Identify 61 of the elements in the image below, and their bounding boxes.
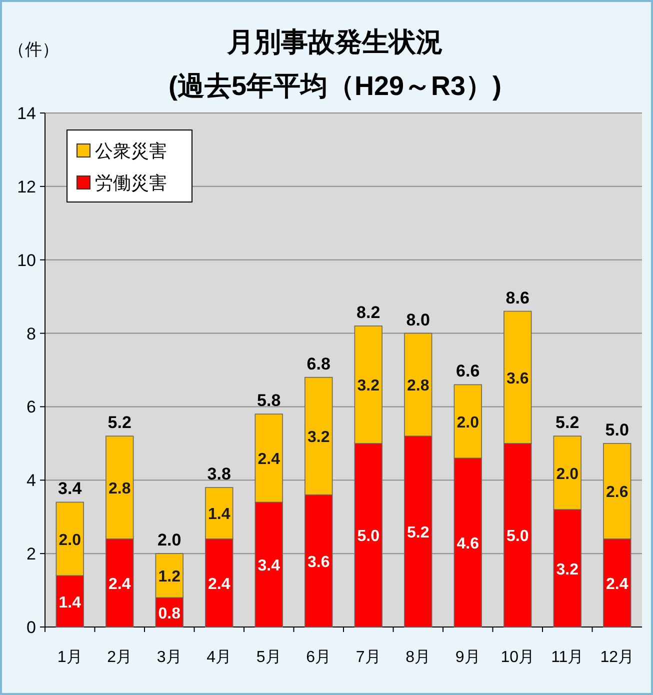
x-tick-label: 7月 [356,649,381,666]
x-tick-label: 5月 [256,649,282,666]
data-label: 3.2 [556,561,579,578]
legend-label: 労働災害 [95,173,167,193]
chart-title: 月別事故発生状況 [226,27,443,57]
total-label: 5.0 [605,420,629,440]
y-tick-label: 14 [17,104,36,123]
y-tick-label: 10 [17,250,36,270]
total-label: 2.0 [158,530,182,550]
data-label: 2.0 [556,466,579,483]
data-label: 3.6 [308,554,330,571]
x-tick-label: 9月 [455,649,480,666]
chart-subtitle: (過去5年平均（H29～R3）) [168,71,502,101]
data-label: 3.2 [357,378,380,395]
x-tick-label: 2月 [107,649,132,666]
total-label: 6.6 [456,362,480,381]
x-tick-label: 6月 [306,649,332,666]
data-label: 2.4 [606,576,628,593]
x-tick-label: 3月 [156,649,182,666]
data-label: 5.0 [357,528,380,546]
total-label: 8.6 [506,288,530,308]
data-label: 1.2 [158,568,181,586]
total-label: 6.8 [306,354,330,374]
y-tick-label: 2 [26,544,36,564]
total-label: 8.0 [406,310,430,330]
data-label: 2.4 [208,576,230,593]
data-label: 3.4 [258,558,280,575]
data-label: 0.8 [158,605,181,622]
y-tick-label: 12 [17,177,36,196]
total-label: 5.2 [108,413,132,432]
y-tick-label: 0 [26,618,36,637]
data-label: 3.6 [506,370,529,388]
data-label: 2.8 [407,378,430,395]
x-tick-label: 11月 [551,649,584,666]
y-tick-label: 4 [26,471,36,490]
x-tick-label: 1月 [57,649,82,666]
data-label: 2.4 [108,576,131,593]
data-label: 2.8 [108,480,131,498]
data-label: 5.2 [407,524,430,542]
total-label: 5.2 [556,413,580,432]
x-tick-label: 8月 [406,649,431,666]
data-label: 1.4 [58,594,82,612]
data-label: 3.2 [308,429,330,446]
x-tick-label: 4月 [206,649,232,666]
data-label: 2.0 [58,532,82,549]
total-label: 3.4 [58,479,82,498]
data-label: 1.4 [208,506,230,524]
x-tick-label: 10月 [500,649,535,666]
total-label: 3.8 [207,464,231,484]
total-label: 5.8 [257,391,281,410]
y-tick-label: 6 [26,398,36,417]
y-tick-label: 8 [26,324,36,344]
legend-label: 公衆災害 [95,141,167,161]
total-label: 8.2 [356,302,380,322]
data-label: 5.0 [506,528,529,546]
y-axis-title: （件） [8,40,59,59]
x-tick-label: 12月 [600,649,634,666]
data-label: 2.6 [606,484,628,502]
data-label: 2.4 [258,451,280,468]
data-label: 2.0 [456,414,480,432]
data-label: 4.6 [456,536,480,553]
